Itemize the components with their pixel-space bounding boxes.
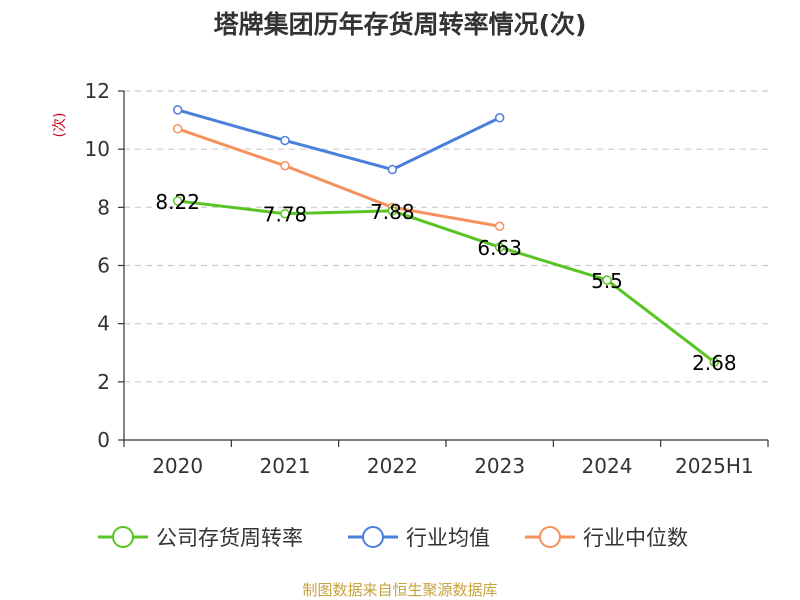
x-tick-label-2020: 2020: [152, 454, 203, 478]
data-labels: 8.22 7.78 7.88 6.63 5.5 2.68: [155, 190, 736, 375]
y-tick-label-10: 10: [85, 137, 110, 161]
legend-label-1: 行业均值: [406, 526, 490, 550]
y-tick-label-6: 6: [97, 254, 110, 278]
data-label-3: 6.63: [477, 236, 522, 260]
y-tick-label-4: 4: [97, 312, 110, 336]
legend-item-2: 行业中位数: [525, 526, 688, 550]
data-point-0-2: [387, 206, 398, 216]
y-tick-label-12: 12: [85, 79, 110, 103]
series-lines: [172, 105, 720, 367]
series-1: [172, 105, 505, 175]
y-tick-label-2: 2: [97, 370, 110, 394]
data-point-2-3: [494, 221, 505, 231]
legend-marker-0: [112, 526, 134, 548]
data-point-0-1: [280, 208, 290, 219]
data-label-0: 8.22: [155, 190, 200, 214]
legend-marker-2: [539, 526, 561, 548]
data-point-2-0: [172, 124, 183, 134]
legend-label-2: 行业中位数: [583, 526, 688, 550]
data-point-0-4: [602, 275, 612, 285]
data-point-1-1: [280, 135, 290, 146]
data-label-2: 7.88: [370, 200, 415, 224]
source-note: 制图数据来自恒生聚源数据库: [302, 581, 497, 599]
x-tick-label-2021: 2021: [260, 454, 311, 478]
series-line-1: [177, 108, 501, 172]
legend-label-0: 公司存货周转率: [156, 526, 303, 550]
y-axis-unit-label: (次): [52, 113, 68, 138]
x-tick-label-2022: 2022: [367, 454, 418, 478]
data-point-0-3: [494, 242, 505, 252]
legend-marker-1: [362, 526, 384, 548]
data-label-5: 2.68: [692, 351, 737, 375]
chart-title: 塔牌集团历年存货周转率情况(次): [214, 10, 587, 39]
data-point-0-5: [709, 357, 720, 367]
y-tick-label-8: 8: [97, 195, 110, 219]
data-point-2-1: [280, 160, 290, 171]
data-point-0-0: [172, 196, 183, 206]
data-label-4: 5.5: [591, 269, 623, 293]
data-point-1-3: [494, 113, 505, 123]
data-point-1-2: [387, 164, 398, 175]
gridlines: [124, 90, 768, 383]
data-label-1: 7.78: [263, 203, 308, 227]
y-tick-label-0: 0: [97, 428, 110, 452]
series-line-0: [177, 199, 716, 364]
legend-item-0: 公司存货周转率: [98, 526, 303, 550]
legend-item-1: 行业均值: [348, 526, 490, 550]
x-tick-label-2025H1: 2025H1: [675, 454, 754, 478]
x-tick-label-2023: 2023: [474, 454, 525, 478]
legend: 公司存货周转率 行业均值 行业中位数: [98, 526, 688, 550]
data-point-1-0: [172, 105, 183, 115]
axes: 0 2 4 6 8 10 12 2020 2021 2022 2023 2024 2025H1: [85, 79, 769, 478]
series-line-2: [177, 127, 500, 228]
x-tick-label-2024: 2024: [582, 454, 633, 478]
series-0: [172, 196, 720, 367]
